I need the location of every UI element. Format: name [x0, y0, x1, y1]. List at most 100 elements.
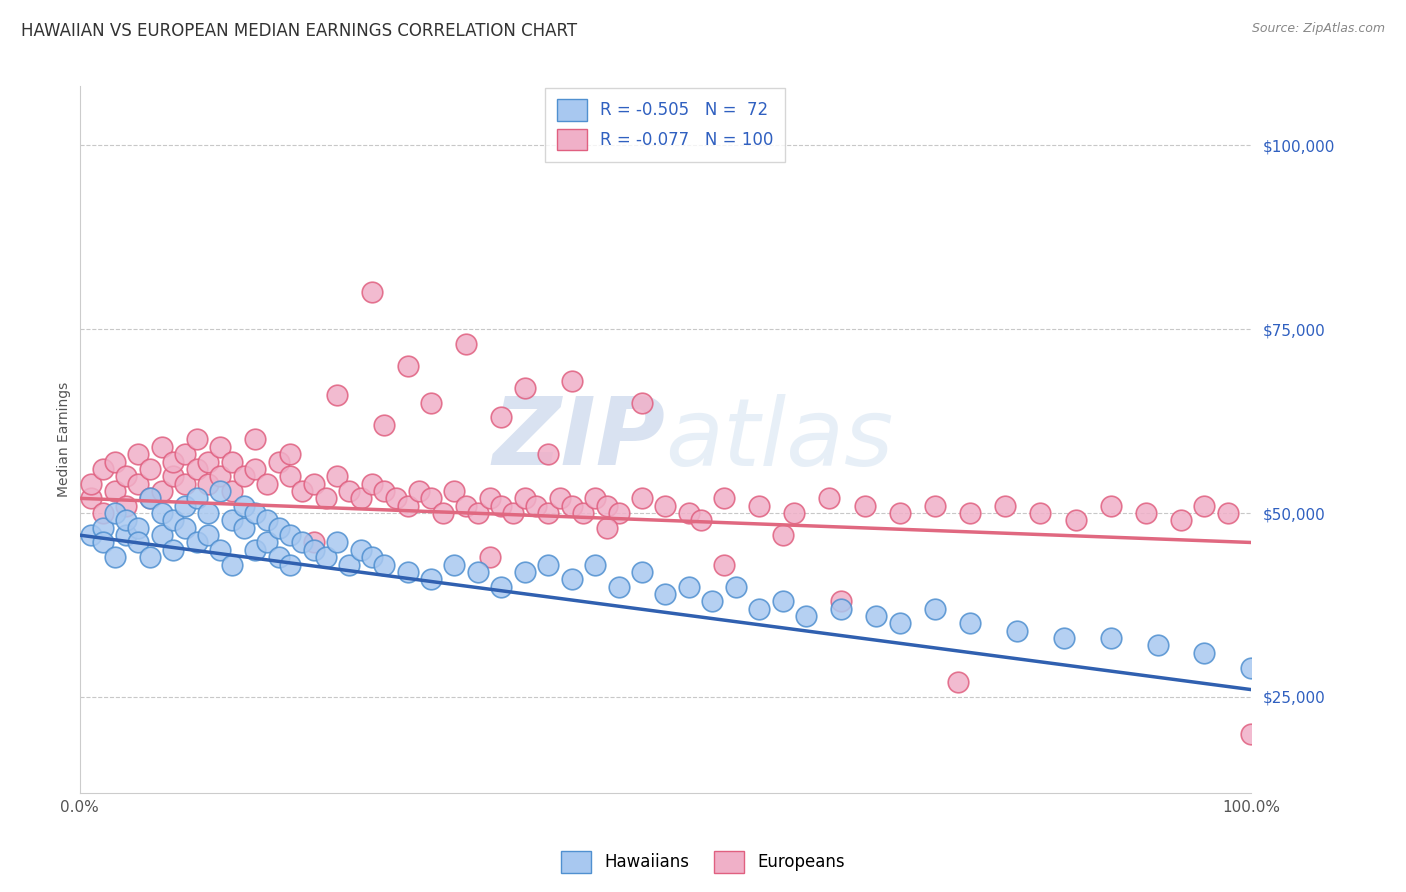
- Point: [221, 483, 243, 498]
- Point: [948, 675, 970, 690]
- Y-axis label: Median Earnings: Median Earnings: [58, 382, 72, 497]
- Point: [572, 506, 595, 520]
- Point: [420, 572, 443, 586]
- Point: [865, 609, 887, 624]
- Point: [280, 528, 302, 542]
- Point: [1005, 624, 1028, 638]
- Point: [115, 513, 138, 527]
- Point: [267, 550, 290, 565]
- Point: [924, 601, 946, 615]
- Point: [127, 521, 149, 535]
- Point: [607, 506, 630, 520]
- Point: [1053, 631, 1076, 645]
- Point: [654, 587, 676, 601]
- Point: [361, 550, 384, 565]
- Point: [373, 483, 395, 498]
- Point: [1194, 499, 1216, 513]
- Point: [513, 491, 536, 506]
- Point: [1194, 646, 1216, 660]
- Point: [174, 447, 197, 461]
- Point: [361, 285, 384, 300]
- Point: [548, 491, 571, 506]
- Point: [502, 506, 524, 520]
- Text: atlas: atlas: [665, 394, 894, 485]
- Point: [115, 469, 138, 483]
- Point: [326, 535, 349, 549]
- Point: [139, 491, 162, 506]
- Point: [478, 550, 501, 565]
- Point: [772, 528, 794, 542]
- Point: [1240, 727, 1263, 741]
- Point: [91, 521, 114, 535]
- Point: [408, 483, 430, 498]
- Point: [150, 440, 173, 454]
- Point: [139, 491, 162, 506]
- Point: [127, 476, 149, 491]
- Point: [245, 506, 267, 520]
- Point: [245, 433, 267, 447]
- Point: [326, 388, 349, 402]
- Point: [607, 580, 630, 594]
- Legend: Hawaiians, Europeans: Hawaiians, Europeans: [554, 845, 852, 880]
- Point: [443, 483, 465, 498]
- Point: [478, 491, 501, 506]
- Point: [654, 499, 676, 513]
- Point: [302, 476, 325, 491]
- Point: [209, 542, 232, 557]
- Point: [420, 395, 443, 409]
- Point: [373, 558, 395, 572]
- Point: [115, 499, 138, 513]
- Point: [315, 550, 337, 565]
- Text: Source: ZipAtlas.com: Source: ZipAtlas.com: [1251, 22, 1385, 36]
- Point: [267, 454, 290, 468]
- Point: [1099, 499, 1122, 513]
- Point: [174, 476, 197, 491]
- Point: [748, 499, 770, 513]
- Point: [491, 580, 513, 594]
- Point: [713, 491, 735, 506]
- Point: [221, 558, 243, 572]
- Point: [678, 506, 700, 520]
- Point: [267, 521, 290, 535]
- Point: [197, 506, 219, 520]
- Point: [104, 483, 127, 498]
- Point: [139, 550, 162, 565]
- Point: [162, 542, 184, 557]
- Point: [537, 447, 560, 461]
- Point: [889, 616, 911, 631]
- Point: [631, 491, 654, 506]
- Point: [221, 454, 243, 468]
- Point: [783, 506, 806, 520]
- Point: [221, 513, 243, 527]
- Point: [772, 594, 794, 608]
- Point: [104, 506, 127, 520]
- Point: [197, 528, 219, 542]
- Point: [139, 462, 162, 476]
- Point: [631, 395, 654, 409]
- Point: [959, 506, 981, 520]
- Point: [702, 594, 724, 608]
- Point: [1064, 513, 1087, 527]
- Text: HAWAIIAN VS EUROPEAN MEDIAN EARNINGS CORRELATION CHART: HAWAIIAN VS EUROPEAN MEDIAN EARNINGS COR…: [21, 22, 578, 40]
- Point: [724, 580, 747, 594]
- Point: [186, 433, 208, 447]
- Point: [1240, 660, 1263, 674]
- Point: [280, 447, 302, 461]
- Point: [127, 447, 149, 461]
- Legend: R = -0.505   N =  72, R = -0.077   N = 100: R = -0.505 N = 72, R = -0.077 N = 100: [546, 87, 786, 162]
- Point: [350, 542, 373, 557]
- Point: [526, 499, 548, 513]
- Point: [830, 594, 852, 608]
- Point: [315, 491, 337, 506]
- Point: [959, 616, 981, 631]
- Point: [1146, 639, 1168, 653]
- Point: [115, 528, 138, 542]
- Point: [631, 565, 654, 579]
- Point: [818, 491, 841, 506]
- Point: [232, 469, 254, 483]
- Point: [889, 506, 911, 520]
- Point: [174, 521, 197, 535]
- Point: [373, 417, 395, 432]
- Point: [104, 454, 127, 468]
- Point: [280, 469, 302, 483]
